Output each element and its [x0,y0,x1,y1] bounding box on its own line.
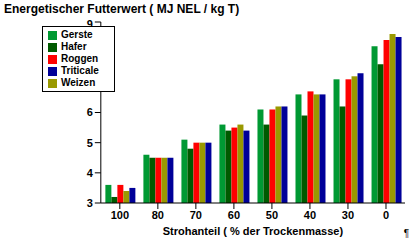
svg-text:9: 9 [87,18,93,30]
svg-text:6: 6 [87,106,93,118]
svg-text:3: 3 [87,197,93,209]
svg-text:30: 30 [342,209,354,221]
svg-text:4: 4 [87,167,94,179]
svg-text:60: 60 [228,209,240,221]
svg-text:8: 8 [87,46,93,58]
svg-text:70: 70 [190,209,202,221]
svg-text:100: 100 [111,209,129,221]
svg-text:0: 0 [383,209,389,221]
svg-text:50: 50 [266,209,278,221]
svg-text:7: 7 [87,76,93,88]
svg-text:Strohanteil ( % der Trockenmas: Strohanteil ( % der Trockenmasse) [163,225,344,237]
svg-text:40: 40 [304,209,316,221]
svg-text:80: 80 [152,209,164,221]
svg-text:5: 5 [87,137,93,149]
